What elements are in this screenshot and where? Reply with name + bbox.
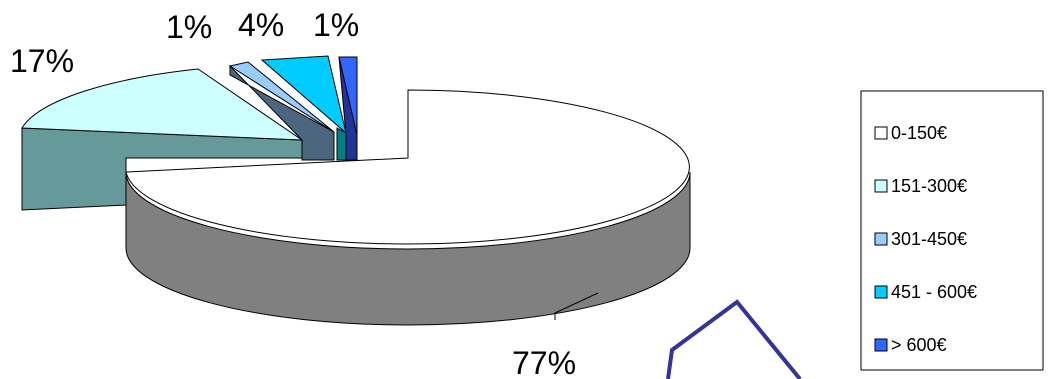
slice-side-0-150 xyxy=(125,171,691,326)
slice-top-451-600 xyxy=(260,55,347,135)
legend-label-over-600: > 600€ xyxy=(891,335,947,355)
slice-side-301-450 xyxy=(229,64,335,161)
slice-top-0-150 xyxy=(125,89,690,245)
legend-label-301-450: 301-450€ xyxy=(891,229,967,249)
legend: 0-150€ 151-300€ 301-450€ 451 - 600€ > 60… xyxy=(860,90,1044,371)
data-label-151-300: 17% xyxy=(10,43,74,79)
legend-box xyxy=(860,90,1044,371)
legend-swatch-151-300 xyxy=(874,179,888,193)
pie-slice-301-450 xyxy=(228,61,335,161)
legend-entry-451-600: 451 - 600€ xyxy=(874,282,977,302)
legend-label-451-600: 451 - 600€ xyxy=(891,282,977,302)
leader-line-0-150 xyxy=(554,292,599,320)
data-label-451-600: 4% xyxy=(238,7,284,43)
legend-entry-151-300: 151-300€ xyxy=(874,176,967,196)
stray-outline-shape xyxy=(666,299,802,379)
legend-label-0-150: 0-150€ xyxy=(891,123,947,143)
pie-slice-over-600 xyxy=(338,56,358,161)
slice-top-over-600 xyxy=(338,56,358,136)
slice-side-451-600 xyxy=(336,127,347,161)
legend-label-151-300: 151-300€ xyxy=(891,176,967,196)
slice-top-151-300 xyxy=(21,68,304,141)
legend-swatch-over-600 xyxy=(874,338,888,352)
data-label-over-600: 1% xyxy=(313,7,359,43)
legend-swatch-301-450 xyxy=(874,232,888,246)
legend-swatch-0-150 xyxy=(874,126,888,140)
data-label-301-450: 1% xyxy=(166,9,212,45)
legend-entry-301-450: 301-450€ xyxy=(874,229,967,249)
slice-top-301-450 xyxy=(228,61,335,133)
pie-slice-451-600 xyxy=(260,55,347,161)
legend-swatch-451-600 xyxy=(874,285,888,299)
legend-entry-0-150: 0-150€ xyxy=(874,123,947,143)
legend-entry-over-600: > 600€ xyxy=(874,335,947,355)
pie-slice-0-150 xyxy=(125,89,691,326)
data-label-0-150: 77% xyxy=(512,345,576,379)
